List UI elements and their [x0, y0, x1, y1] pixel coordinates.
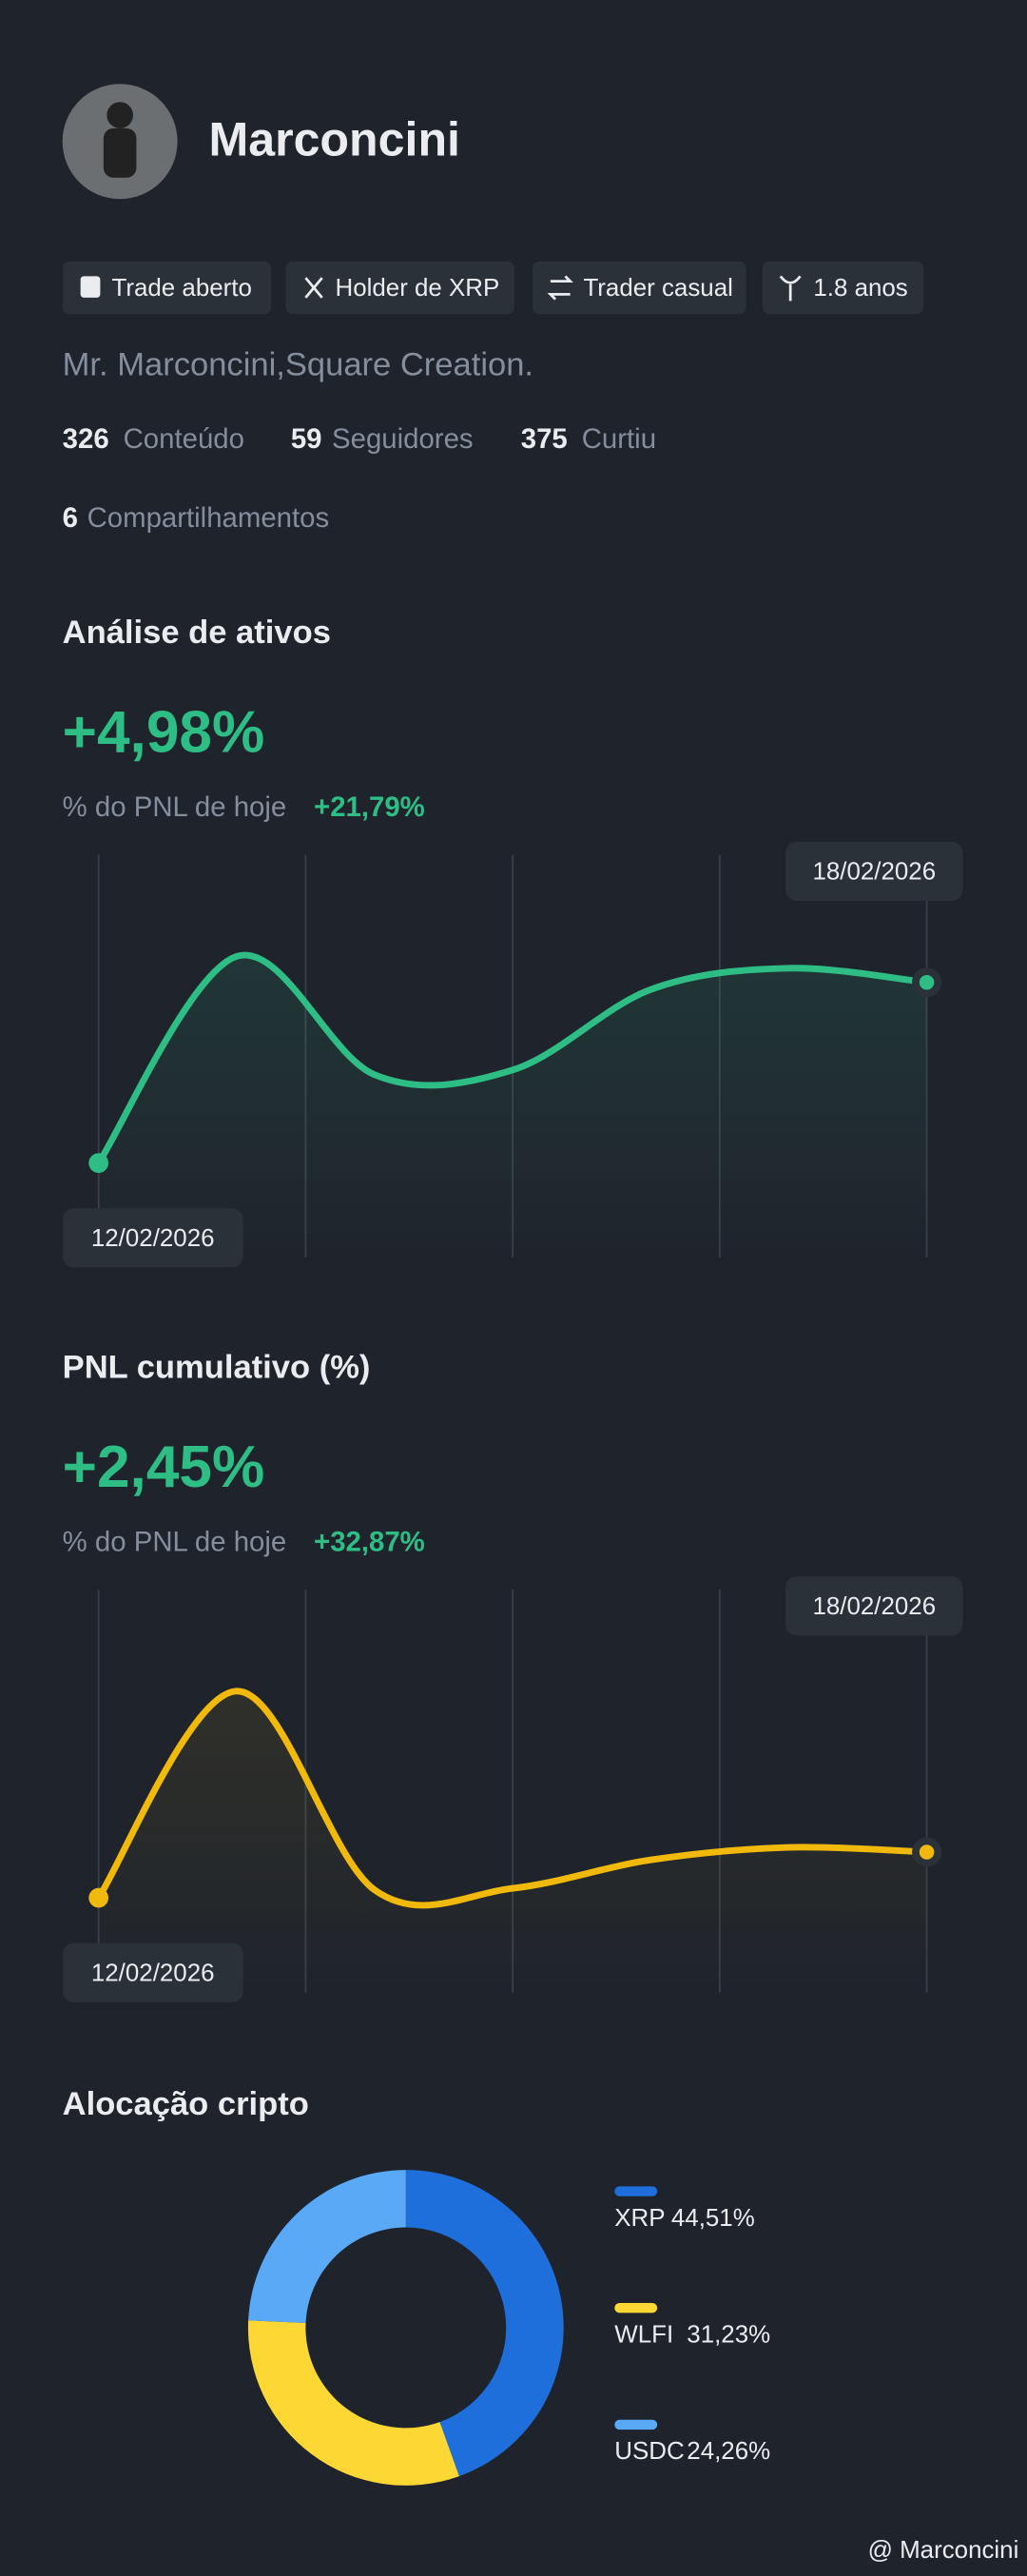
line [95, 951, 927, 1165]
stat-value: 6 [63, 502, 78, 534]
end-point [88, 1153, 109, 1173]
avatar-figure [107, 102, 133, 128]
area [98, 1690, 927, 1993]
tag [532, 261, 746, 315]
profile-name: Marconcini [208, 113, 460, 166]
legend-label: WLFI [614, 2321, 673, 2348]
bio: Mr. Marconcini,Square Creation. [63, 347, 533, 383]
avatar-figure [103, 127, 137, 178]
footer: @ Marconcini [868, 2537, 1019, 2564]
stat-value: 59 [291, 423, 322, 455]
date-label: 18/02/2026 [812, 859, 936, 886]
end-point [88, 1887, 109, 1908]
stat-value: 375 [521, 423, 568, 455]
legend-value: 44,51% [671, 2205, 755, 2232]
tags: Trade aberto Holder de XRP Trader casual… [62, 261, 924, 315]
stat-label: Compartilhamentos [87, 502, 330, 534]
line [95, 1688, 927, 1909]
donut-slice [247, 2320, 459, 2486]
section-title: Alocação cripto [63, 2086, 309, 2122]
headline: +4,98% [63, 700, 265, 766]
donut-slice [405, 2170, 564, 2477]
section-title: Análise de ativos [63, 615, 331, 651]
stat-value: 326 [63, 423, 109, 455]
headline: +2,45% [63, 1434, 265, 1500]
tag-icon [547, 275, 573, 301]
date-badge [62, 1942, 243, 2002]
legend-swatch [614, 2303, 658, 2313]
tag [285, 261, 514, 315]
legend-label: USDC [614, 2438, 684, 2465]
date-label: 18/02/2026 [812, 1593, 936, 1620]
date-label: 12/02/2026 [91, 1225, 215, 1252]
tag-icon [80, 276, 101, 298]
end-point-core [919, 1844, 935, 1860]
tag-label: 1.8 anos [813, 275, 907, 302]
tag [62, 261, 272, 315]
stats: 326 Conteúdo 59 Seguidores 375 Curtiu 6 … [63, 423, 656, 534]
today-change: +21,79% [314, 791, 425, 823]
subtitle: % do PNL de hoje [63, 791, 287, 823]
legend-value: 31,23% [687, 2321, 770, 2348]
subtitle: % do PNL de hoje [63, 1526, 287, 1557]
stat-label: Curtiu [582, 423, 656, 455]
section-title: PNL cumulativo (%) [63, 1350, 371, 1386]
date-badge [785, 841, 963, 902]
stat-label: Conteúdo [124, 423, 244, 455]
area [98, 955, 927, 1259]
legend-swatch [614, 2419, 658, 2430]
legend-label: XRP [614, 2205, 665, 2232]
tag-label: Trade aberto [112, 275, 252, 302]
stat-label: Seguidores [332, 423, 474, 455]
date-badge [62, 1208, 243, 1268]
donut-slice [248, 2170, 406, 2324]
date-badge [785, 1576, 963, 1636]
tag-icon [304, 277, 323, 299]
legend-value: 24,26% [687, 2438, 770, 2465]
end-point-core [919, 974, 935, 990]
tag [762, 261, 924, 315]
date-label: 12/02/2026 [91, 1960, 215, 1986]
tag-label: Holder de XRP [336, 275, 500, 302]
legend-swatch [614, 2186, 658, 2196]
today-change: +32,87% [314, 1526, 425, 1557]
tag-icon [779, 275, 802, 302]
tag-label: Trader casual [583, 275, 732, 302]
